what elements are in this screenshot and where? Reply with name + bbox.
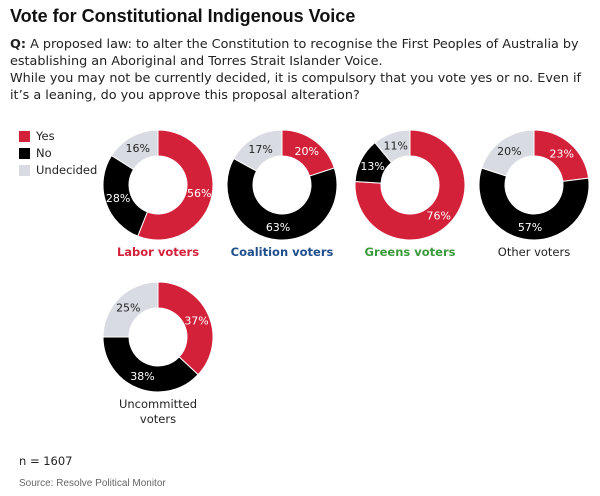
donut-slice-uncommitted-voters-undecided <box>102 281 159 338</box>
data-label-uncommitted-voters-yes: 37% <box>184 314 208 327</box>
donut-slice-coalition-voters-no <box>226 157 338 241</box>
legend-swatch-yes <box>19 130 30 142</box>
legend-label-undecided: Undecided <box>36 163 98 177</box>
donut-slice-other-voters-no <box>478 167 590 241</box>
data-label-coalition-voters-no: 63% <box>266 221 290 234</box>
data-label-greens-voters-undecided: 11% <box>384 139 408 152</box>
question-prefix: Q: <box>10 37 26 52</box>
data-label-other-voters-no: 57% <box>518 221 542 234</box>
group-label-labor-voters: Labor voters <box>117 245 199 259</box>
data-label-uncommitted-voters-undecided: 25% <box>116 301 140 314</box>
group-label-other-voters: Other voters <box>498 245 570 259</box>
legend: Yes No Undecided <box>19 128 97 179</box>
data-label-labor-voters-yes: 56% <box>187 187 211 200</box>
data-label-labor-voters-no: 28% <box>106 192 130 205</box>
donut-slice-labor-voters-undecided <box>110 129 159 171</box>
legend-item-undecided: Undecided <box>19 162 97 178</box>
data-label-greens-voters-yes: 76% <box>427 210 451 223</box>
data-label-other-voters-undecided: 20% <box>497 145 521 158</box>
group-label-greens-voters: Greens voters <box>365 245 456 259</box>
legend-item-yes: Yes <box>19 128 97 144</box>
question-text: Q: A proposed law: to alter the Constitu… <box>10 36 590 104</box>
donut-slice-other-voters-undecided <box>481 129 535 177</box>
legend-item-no: No <box>19 145 97 161</box>
data-label-greens-voters-no: 13% <box>360 160 384 173</box>
donut-slice-uncommitted-voters-no <box>102 336 199 393</box>
donut-slice-greens-voters-undecided <box>374 129 411 164</box>
sample-size: n = 1607 <box>19 454 73 468</box>
donut-slice-greens-voters-yes <box>354 129 466 241</box>
question-line-2: While you may not be currently decided, … <box>10 71 582 103</box>
data-label-coalition-voters-undecided: 17% <box>248 143 272 156</box>
legend-swatch-no <box>19 147 30 159</box>
group-label-uncommitted-voters-line-2: voters <box>140 412 176 426</box>
chart-title: Vote for Constitutional Indigenous Voice <box>10 6 356 26</box>
donut-slice-uncommitted-voters-yes <box>157 281 214 376</box>
data-label-other-voters-yes: 23% <box>550 147 574 160</box>
legend-label-no: No <box>36 146 52 160</box>
donut-slice-labor-voters-yes <box>137 129 214 241</box>
data-label-uncommitted-voters-no: 38% <box>130 370 154 383</box>
legend-label-yes: Yes <box>36 129 55 143</box>
legend-swatch-undecided <box>19 164 30 176</box>
donut-slice-coalition-voters-undecided <box>233 129 283 172</box>
data-label-labor-voters-undecided: 16% <box>126 142 150 155</box>
group-label-uncommitted-voters-line-1: Uncommitted <box>119 397 197 411</box>
question-line-1: A proposed law: to alter the Constitutio… <box>10 37 579 69</box>
data-label-coalition-voters-yes: 20% <box>294 145 318 158</box>
source-note: Source: Resolve Political Monitor <box>19 478 166 489</box>
group-label-coalition-voters: Coalition voters <box>231 245 334 259</box>
